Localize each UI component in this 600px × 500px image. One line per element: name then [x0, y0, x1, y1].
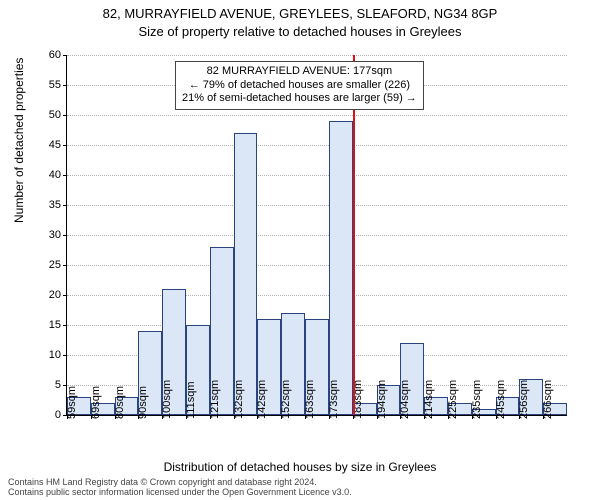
- gridline: [67, 295, 567, 296]
- y-tick: 0: [55, 409, 61, 421]
- y-tick: 35: [49, 199, 61, 211]
- x-tick: 245sqm: [495, 380, 507, 419]
- y-axis-label: Number of detached properties: [12, 58, 26, 223]
- annotation-line2: ← 79% of detached houses are smaller (22…: [182, 79, 417, 93]
- x-tick: 152sqm: [280, 380, 292, 419]
- gridline: [67, 145, 567, 146]
- x-tick: 163sqm: [304, 380, 316, 419]
- gridline: [67, 265, 567, 266]
- x-tick: 235sqm: [471, 380, 483, 419]
- gridline: [67, 115, 567, 116]
- x-tick: 80sqm: [114, 386, 126, 419]
- x-tick: 142sqm: [256, 380, 268, 419]
- page-title-line2: Size of property relative to detached ho…: [0, 24, 600, 39]
- x-tick: 111sqm: [185, 381, 197, 419]
- y-tick: 60: [49, 49, 61, 61]
- y-tick: 10: [49, 349, 61, 361]
- x-tick: 225sqm: [447, 380, 459, 419]
- x-tick: 194sqm: [376, 380, 388, 419]
- x-tick: 173sqm: [328, 380, 340, 419]
- y-tick: 50: [49, 109, 61, 121]
- x-tick: 90sqm: [137, 386, 149, 419]
- histogram-plot: 05101520253035404550556059sqm69sqm80sqm9…: [66, 55, 567, 416]
- y-tick: 5: [55, 379, 61, 391]
- annotation-line3: 21% of semi-detached houses are larger (…: [182, 92, 417, 106]
- gridline: [67, 55, 567, 56]
- x-tick: 100sqm: [161, 380, 173, 419]
- x-tick: 204sqm: [399, 380, 411, 419]
- footer-credits: Contains HM Land Registry data © Crown c…: [8, 478, 352, 498]
- chart-page: 82, MURRAYFIELD AVENUE, GREYLEES, SLEAFO…: [0, 0, 600, 500]
- y-tick: 25: [49, 259, 61, 271]
- histogram-bar: [329, 121, 353, 415]
- y-tick: 55: [49, 79, 61, 91]
- page-title-line1: 82, MURRAYFIELD AVENUE, GREYLEES, SLEAFO…: [0, 6, 600, 21]
- x-tick: 256sqm: [518, 380, 530, 419]
- annotation-box: 82 MURRAYFIELD AVENUE: 177sqm← 79% of de…: [175, 61, 424, 110]
- x-tick: 266sqm: [542, 380, 554, 419]
- histogram-bar: [234, 133, 258, 415]
- x-tick: 121sqm: [209, 380, 221, 419]
- y-tick: 40: [49, 169, 61, 181]
- x-tick: 132sqm: [233, 380, 245, 419]
- x-tick: 59sqm: [66, 386, 78, 419]
- gridline: [67, 235, 567, 236]
- gridline: [67, 205, 567, 206]
- x-axis-label: Distribution of detached houses by size …: [0, 460, 600, 474]
- y-tick: 15: [49, 319, 61, 331]
- y-tick: 45: [49, 139, 61, 151]
- annotation-line1: 82 MURRAYFIELD AVENUE: 177sqm: [182, 65, 417, 79]
- x-tick: 214sqm: [423, 380, 435, 419]
- gridline: [67, 175, 567, 176]
- x-tick: 69sqm: [90, 386, 102, 419]
- y-tick: 20: [49, 289, 61, 301]
- y-tick: 30: [49, 229, 61, 241]
- footer-line2: Contains public sector information licen…: [8, 488, 352, 498]
